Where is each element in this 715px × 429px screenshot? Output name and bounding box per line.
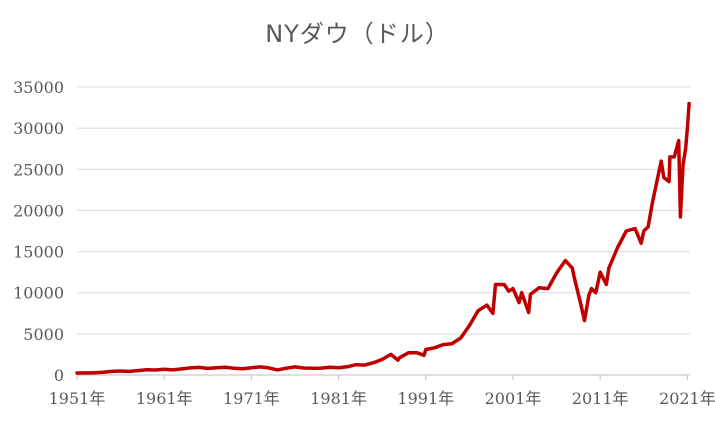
- x-tick-label: 2011年: [572, 389, 629, 408]
- x-tick-label: 1961年: [136, 389, 193, 408]
- y-tick-label: 20000: [13, 201, 64, 220]
- x-tick-label: 2001年: [485, 389, 542, 408]
- x-tick-label: 1971年: [223, 389, 280, 408]
- y-tick-label: 15000: [13, 243, 64, 262]
- series-line: [75, 101, 691, 375]
- x-tick-label: 1951年: [49, 389, 106, 408]
- y-tick-label: 30000: [13, 119, 64, 138]
- x-tick-label: 2021年: [659, 389, 715, 408]
- y-tick-label: 35000: [13, 78, 64, 97]
- y-tick-label: 5000: [23, 325, 64, 344]
- y-tick-label: 0: [54, 366, 64, 385]
- y-tick-label: 25000: [13, 160, 64, 179]
- x-tick-label: 1981年: [310, 389, 367, 408]
- y-tick-label: 10000: [13, 284, 64, 303]
- chart-title: NYダウ（ドル）: [265, 20, 450, 48]
- x-tick-label: 1991年: [397, 389, 454, 408]
